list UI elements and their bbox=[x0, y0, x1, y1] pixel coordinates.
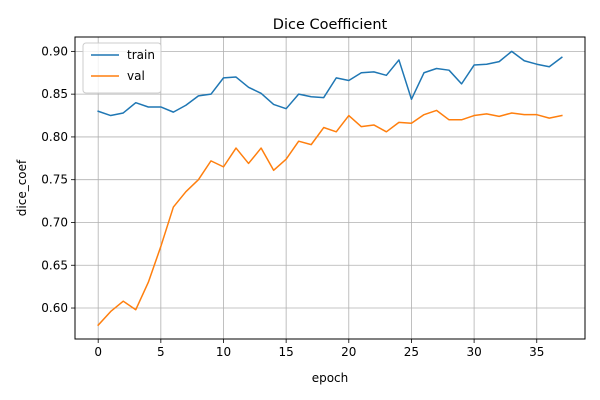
x-tick-label: 5 bbox=[157, 345, 165, 359]
y-tick-label: 0.85 bbox=[41, 87, 68, 101]
series-line-val bbox=[97, 109, 563, 327]
x-tick-label: 0 bbox=[94, 345, 102, 359]
x-tick-label: 10 bbox=[216, 345, 231, 359]
y-tick-label: 0.60 bbox=[41, 301, 68, 315]
series-layer bbox=[97, 50, 563, 327]
y-tick-label: 0.65 bbox=[41, 258, 68, 272]
x-tick-label: 35 bbox=[529, 345, 544, 359]
x-axis-label: epoch bbox=[312, 371, 349, 385]
legend-label-train: train bbox=[127, 48, 155, 62]
legend-label-val: val bbox=[127, 69, 145, 83]
grid bbox=[75, 37, 585, 339]
chart-title: Dice Coefficient bbox=[273, 17, 388, 33]
x-tick-label: 30 bbox=[466, 345, 481, 359]
x-tick-label: 20 bbox=[341, 345, 356, 359]
axis-ticks: 0 5 10 15 20 25 30 35 0.60 0.65 0.70 0.75 0.80 0.85 0.… bbox=[41, 44, 544, 359]
y-axis-label: dice_coef bbox=[15, 159, 29, 216]
y-tick-label: 0.90 bbox=[41, 44, 68, 58]
y-tick-label: 0.80 bbox=[41, 130, 68, 144]
legend: train val bbox=[82, 42, 162, 94]
series-line-train bbox=[97, 50, 563, 117]
x-tick-label: 25 bbox=[404, 345, 419, 359]
y-tick-label: 0.70 bbox=[41, 215, 68, 229]
y-tick-label: 0.75 bbox=[41, 173, 68, 187]
x-tick-label: 15 bbox=[279, 345, 294, 359]
plot-frame bbox=[74, 36, 586, 340]
